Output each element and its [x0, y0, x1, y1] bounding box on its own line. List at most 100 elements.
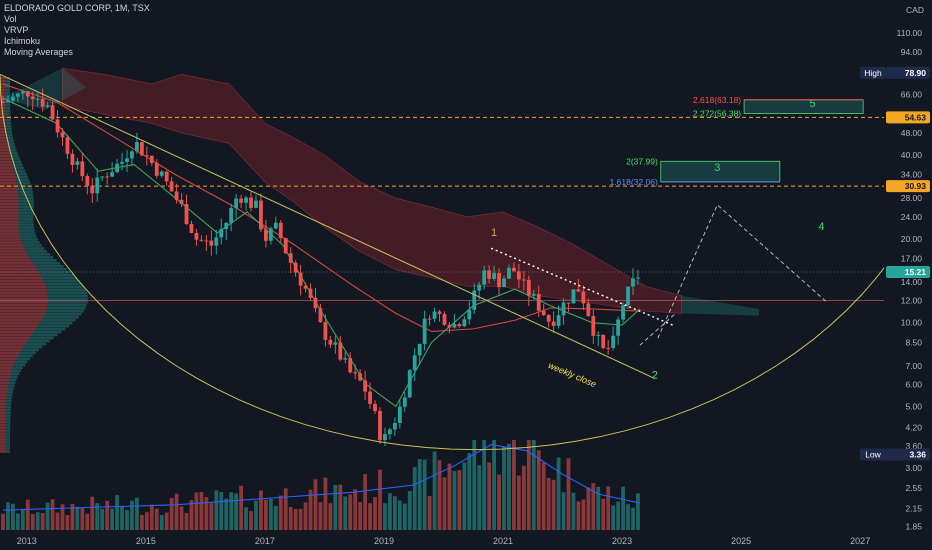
volume-bar — [353, 489, 358, 530]
volume-profile-bar — [0, 357, 17, 361]
candle-body — [571, 289, 576, 304]
volume-bar — [457, 470, 462, 530]
volume-profile-bar — [5, 79, 11, 83]
volume-bar — [363, 474, 368, 530]
indicator-vrvp[interactable]: VRVP — [4, 25, 29, 35]
volume-profile-bar — [38, 270, 71, 274]
price-tags: High 78.90 Low 3.36 54.63 30.93 15.21 — [860, 66, 930, 461]
volume-profile-bar — [13, 166, 24, 170]
current-price-tag-background — [886, 265, 930, 278]
volume-profile-bar — [5, 423, 11, 426]
horizontal-levels — [0, 116, 884, 302]
candle-body — [596, 334, 601, 336]
volume-profile-bar — [0, 79, 6, 83]
volume-bar — [35, 512, 40, 530]
volume-profile-bar — [0, 384, 8, 388]
candle-body — [502, 278, 506, 288]
price-tick-label: 20.00 — [901, 234, 923, 244]
volume-bar — [412, 467, 417, 530]
candle-body — [383, 434, 387, 441]
volume-profile-bar — [5, 118, 11, 122]
volume-profile-bar — [0, 106, 6, 110]
volume-profile-bar — [0, 315, 44, 319]
time-tick-label: 2015 — [136, 536, 156, 546]
volume-bar — [249, 511, 253, 530]
volume-profile-bar — [0, 333, 32, 337]
volume-bar — [516, 475, 521, 530]
price-tick-label: 94.00 — [901, 47, 923, 57]
candle-body — [85, 176, 90, 186]
high-price-tag-label: High — [864, 68, 882, 78]
volume-bar — [194, 492, 199, 530]
volume-bar — [40, 512, 45, 530]
volume-profile-bar — [0, 363, 14, 367]
volume-bar — [482, 440, 487, 530]
volume-bars — [1, 440, 640, 530]
volume-bar — [268, 498, 273, 530]
price-tick-label: 40.00 — [901, 150, 923, 160]
volume-profile-bar — [0, 178, 17, 182]
volume-profile-bar — [44, 312, 82, 316]
volume-profile-bar — [9, 375, 18, 379]
volume-profile-bar — [5, 441, 11, 444]
volume-profile-bar — [0, 297, 49, 301]
price-tick-label: 10.00 — [901, 318, 923, 328]
volume-bar — [422, 459, 427, 530]
price-tick-label: 110.00 — [897, 28, 923, 38]
volume-bar — [402, 503, 407, 530]
price-tick-label: 66.00 — [901, 90, 923, 100]
symbol-title[interactable]: ELDORADO GOLD CORP, 1M, TSX — [4, 3, 150, 13]
volume-bar — [392, 496, 397, 530]
candle-body — [234, 198, 239, 209]
volume-profile-bar — [17, 187, 33, 191]
candle-body — [278, 222, 283, 238]
volume-bar — [447, 463, 452, 530]
volume-profile-bar — [0, 273, 41, 277]
time-axis[interactable]: 2013 2015 2017 2019 2021 2023 2025 2027 — [0, 532, 932, 550]
volume-profile-bar — [0, 262, 33, 265]
volume-bar — [556, 457, 561, 530]
volume-bar — [338, 484, 343, 530]
time-tick-label: 2023 — [612, 536, 632, 546]
volume-profile-bar — [0, 294, 49, 298]
volume-bar — [616, 501, 621, 530]
volume-profile-bar — [0, 253, 28, 256]
candle-body — [452, 324, 457, 328]
volume-bar — [526, 440, 531, 530]
volume-bar — [288, 506, 293, 530]
volume-profile-bar — [5, 112, 11, 116]
volume-profile-bar — [18, 220, 34, 223]
volume-profile-bar — [6, 405, 11, 409]
indicator-ichimoku[interactable]: Ichimoku — [4, 36, 41, 46]
price-tick-label: 4.20 — [905, 423, 922, 433]
volume-profile-bar — [0, 220, 19, 223]
indicator-moving-averages[interactable]: Moving Averages — [4, 47, 73, 57]
volume-profile-bar — [0, 276, 43, 280]
volume-bar — [318, 502, 323, 530]
candle-body — [323, 322, 328, 340]
indicator-volume[interactable]: Vol — [4, 14, 17, 24]
volume-profile-bar — [18, 223, 34, 226]
volume-profile-bar — [0, 378, 10, 382]
volume-profile-bar — [18, 211, 34, 214]
volume-profile-bar — [0, 202, 19, 206]
volume-profile-bar — [0, 339, 28, 343]
volume-bar — [144, 512, 149, 530]
candle-body — [273, 222, 278, 229]
candle-body — [521, 279, 526, 281]
volume-bar — [383, 503, 387, 530]
candle-body — [541, 310, 546, 316]
volume-bar — [492, 440, 496, 530]
volume-profile-bar — [0, 330, 34, 334]
candle-body — [30, 96, 35, 100]
volume-bar — [110, 508, 115, 530]
volume-profile-bar — [20, 235, 37, 238]
volume-bar — [566, 458, 571, 530]
volume-bar — [263, 499, 268, 530]
volume-profile-bar — [6, 130, 13, 134]
volume-profile-bar — [13, 363, 25, 367]
volume-bar — [298, 508, 303, 530]
high-price-tag-value-background — [886, 66, 930, 79]
volume-profile-bar — [48, 300, 88, 304]
